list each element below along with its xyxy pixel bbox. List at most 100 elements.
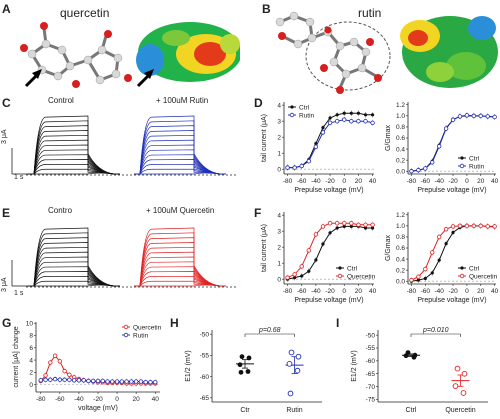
quercetin-scale-current: 3 μA (1, 277, 8, 292)
data-point (48, 360, 53, 365)
category-label: Quercetin (445, 407, 475, 414)
data-point (52, 376, 58, 382)
legend-marker (290, 105, 294, 109)
data-point (57, 359, 63, 364)
data-point (437, 258, 441, 262)
data-point (285, 275, 290, 280)
y-tick-label: 0.2 (396, 157, 405, 164)
data-point (430, 271, 434, 275)
y-tick-label: -60 (200, 374, 210, 381)
x-tick-label: -20 (325, 178, 335, 185)
data-point (110, 379, 115, 384)
current-trace-control (28, 115, 120, 175)
legend-label: Ctrl (347, 265, 358, 272)
x-axis-label: Prepulse voltage (mV) (417, 187, 486, 194)
x-tick-label: 40 (491, 288, 499, 295)
chart-d-left: -80 -60 -40 -20 0 20 40 0 1 2 3 4 Prepulse voltage (… (261, 102, 377, 194)
surface-arrow-icon (136, 69, 154, 88)
y-axis-label: E1/2 (mV) (185, 350, 192, 382)
data-point (286, 361, 293, 367)
data-point (478, 113, 483, 119)
current-trace-drug (134, 227, 226, 287)
x-tick-label: -20 (448, 178, 458, 185)
data-point (288, 349, 295, 356)
x-tick-label: 40 (491, 178, 499, 185)
current-trace-control (28, 227, 120, 287)
data-point (342, 117, 347, 122)
y-tick-label: 0.6 (396, 135, 405, 142)
current-trace-control (28, 261, 120, 287)
y-tick-label: 4 (277, 102, 281, 109)
quercetin-title: quercetin (60, 6, 110, 20)
x-tick-label: 40 (369, 288, 377, 295)
legend-marker (123, 324, 129, 330)
y-tick-label: 2 (29, 370, 33, 377)
quercetin-current-traces (11, 227, 236, 288)
x-tick-label: 40 (152, 396, 160, 403)
rutin-scale-time: 1 s (14, 174, 24, 181)
category-label: Ctr (240, 407, 250, 414)
legend-label: Ctrl (469, 155, 480, 162)
y-axis-label: G/Gmax (385, 234, 392, 261)
data-point (67, 372, 72, 378)
chart-h: -65 -60 -55 -50 E1/2 (mV) Ctr Rutin p=0.68 (185, 327, 322, 414)
data-point (485, 224, 490, 229)
y-tick-label: 6 (29, 345, 33, 352)
current-trace-control (28, 149, 120, 175)
data-point (239, 354, 245, 360)
data-point (287, 390, 294, 397)
legend-marker (460, 156, 464, 160)
data-point (444, 241, 448, 246)
category-label: Rutin (286, 407, 302, 414)
data-point (293, 276, 297, 280)
data-point (411, 354, 417, 360)
panel-label-e: E (2, 206, 11, 220)
data-point (328, 231, 332, 235)
data-point (321, 126, 325, 130)
data-point (342, 224, 346, 228)
x-tick-label: -80 (407, 288, 417, 295)
data-point (314, 258, 318, 262)
y-tick-label: -75 (366, 397, 376, 404)
legend-label: Ctrl (299, 104, 310, 111)
panel-label-a: A (2, 2, 11, 16)
data-point (356, 222, 361, 227)
data-point (349, 221, 354, 226)
y-tick-label: 0.0 (396, 168, 405, 175)
data-point (321, 242, 325, 246)
data-point (430, 250, 435, 255)
x-tick-label: -80 (407, 178, 417, 185)
x-tick-label: 0 (465, 178, 469, 185)
data-point (416, 278, 420, 282)
data-point (299, 264, 304, 269)
current-trace-drug (134, 149, 226, 175)
data-point (105, 379, 110, 384)
legend-marker (337, 273, 343, 279)
data-point (320, 130, 326, 135)
data-point (443, 126, 449, 131)
y-tick-label: 0.4 (396, 256, 405, 263)
x-tick-label: -60 (297, 178, 307, 185)
rutin-current-traces (11, 115, 236, 176)
y-tick-label: -55 (200, 353, 210, 360)
data-point (436, 234, 442, 240)
data-point (461, 370, 468, 377)
data-point (457, 114, 463, 119)
chart-d-right: -80 -60 -40 -20 0 20 40 0.0 0.2 0.4 0.6 0.8 1.0 1.2 Pr… (385, 102, 499, 194)
data-point (320, 224, 326, 229)
data-point (423, 276, 427, 281)
panel-label-i: I (336, 316, 340, 330)
x-tick-label: -40 (434, 178, 444, 185)
y-tick-label: 3 (277, 118, 281, 125)
x-tick-label: 0 (115, 396, 119, 403)
data-point (363, 113, 368, 117)
data-point (335, 226, 339, 230)
arrow-icon (24, 69, 42, 88)
rutin-drug-label: + 100uM Rutin (156, 96, 209, 105)
data-point (52, 353, 58, 358)
data-point (313, 232, 319, 237)
quercetin-control-label: Contro (48, 206, 73, 215)
rutin-title: rutin (358, 6, 382, 20)
legend-marker (460, 266, 464, 270)
x-axis-label: Prepulse voltage (mV) (417, 297, 486, 304)
